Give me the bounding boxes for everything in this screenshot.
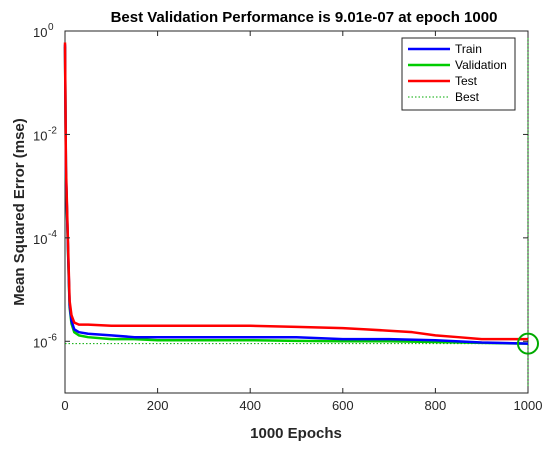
y-tick-label: 10 -4 [33, 229, 57, 247]
y-tick-label: 10 -2 [33, 125, 57, 143]
series-line-test [63, 42, 528, 341]
legend: Train Validation Test Best [401, 37, 516, 111]
x-tick-label: 800 [425, 398, 447, 413]
series-lines [63, 42, 529, 345]
x-tick-label: 400 [239, 398, 261, 413]
chart-title: Best Validation Performance is 9.01e-07 … [111, 9, 498, 26]
y-tick-exponent: 0 [48, 22, 54, 33]
y-tick-base: 10 [33, 335, 47, 350]
legend-label-train: Train [455, 42, 482, 56]
x-tick-label: 0 [61, 398, 68, 413]
x-axis-ticks: 0 200 400 600 800 1000 [61, 31, 542, 413]
legend-label-best: Best [455, 90, 480, 104]
y-tick-exponent: -4 [48, 229, 57, 240]
y-tick-label: 10 -6 [33, 332, 57, 350]
x-tick-label: 1000 [514, 398, 543, 413]
best-marker-layer [517, 332, 539, 355]
y-tick-base: 10 [33, 128, 47, 143]
y-axis-label: Mean Squared Error (mse) [11, 118, 28, 306]
best-marker [517, 332, 539, 355]
y-tick-exponent: -6 [48, 332, 57, 343]
y-tick-base: 10 [33, 232, 47, 247]
y-tick-exponent: -2 [48, 125, 57, 136]
x-tick-label: 200 [147, 398, 169, 413]
y-tick-label: 10 0 [33, 22, 54, 40]
legend-label-test: Test [455, 74, 478, 88]
y-tick-base: 10 [33, 25, 47, 40]
x-axis-label: 1000 Epochs [250, 425, 342, 442]
legend-label-validation: Validation [455, 58, 507, 72]
x-tick-label: 600 [332, 398, 354, 413]
